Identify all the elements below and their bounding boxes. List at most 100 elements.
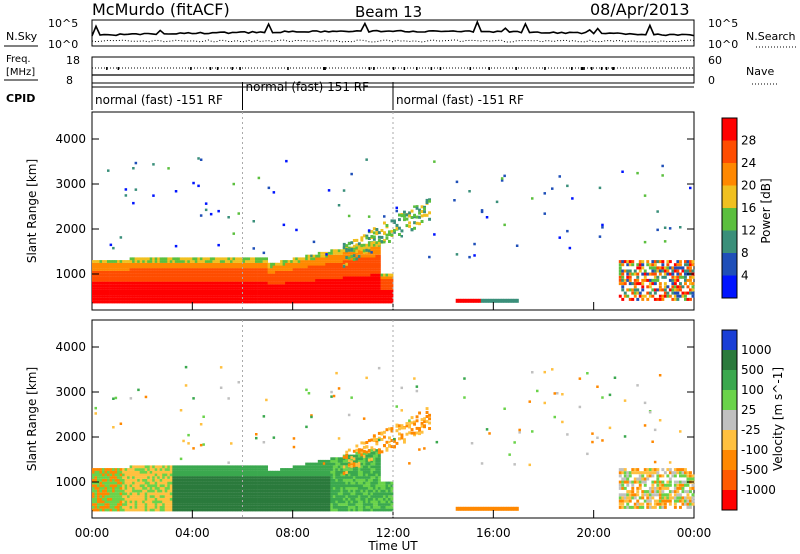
heatmap-cell [127, 473, 131, 477]
heatmap-cell [287, 473, 291, 477]
heatmap-cell [332, 473, 336, 477]
heatmap-cell [182, 284, 186, 288]
heatmap-cell [102, 478, 105, 482]
heatmap-cell [245, 270, 248, 274]
nave-dot [106, 67, 108, 70]
heatmap-cell [689, 275, 692, 279]
heatmap-cell [367, 481, 371, 485]
heatmap-cell [99, 492, 103, 496]
heatmap-cell [385, 273, 389, 277]
heatmap-cell [277, 278, 281, 282]
heatmap-cell [260, 289, 264, 293]
freq-label-1: Freq. [6, 54, 31, 65]
heatmap-cell [109, 281, 113, 285]
heatmap-cell [300, 497, 304, 501]
heatmap-cell [362, 486, 366, 490]
heatmap-cell [325, 470, 329, 474]
heatmap-cell [377, 473, 381, 477]
heatmap-cell [129, 478, 133, 482]
heatmap-cell [182, 289, 186, 293]
heatmap-cell [367, 241, 371, 244]
heatmap-cell [157, 503, 161, 506]
heatmap-cell [152, 486, 156, 490]
heatmap-cell [202, 470, 206, 474]
heatmap-cell [214, 295, 218, 298]
heatmap-cell [192, 281, 196, 285]
heatmap-cell [342, 264, 346, 268]
heatmap-cell [232, 284, 236, 288]
heatmap-cell [222, 473, 226, 477]
heatmap-cell [285, 492, 289, 496]
heatmap-cell [385, 505, 389, 509]
heatmap-cell [305, 287, 309, 290]
heatmap-cell [97, 473, 100, 477]
heatmap-cell [320, 508, 324, 512]
heatmap-cell [172, 257, 176, 261]
heatmap-cell [327, 476, 331, 479]
heatmap-cell [365, 284, 369, 288]
heatmap-cell [315, 270, 319, 274]
heatmap-cell [270, 273, 274, 277]
colorbar-frame [721, 117, 738, 299]
heatmap-cell [330, 289, 334, 293]
heatmap-cell [355, 251, 359, 255]
heatmap-cell [372, 434, 376, 438]
heatmap-cell [224, 284, 228, 288]
heatmap-cell [164, 503, 168, 506]
heatmap-cell [227, 500, 231, 504]
heatmap-cell [260, 295, 264, 298]
heatmap-cell [235, 284, 238, 288]
heatmap-cell [92, 289, 95, 293]
heatmap-cell [287, 481, 291, 485]
heatmap-cell [290, 297, 294, 301]
heatmap-cell [691, 294, 695, 298]
heatmap-cell [332, 457, 336, 461]
heatmap-cell [315, 492, 319, 496]
heatmap-cell [636, 275, 640, 279]
heatmap-cell [380, 289, 384, 293]
heatmap-cell [651, 266, 655, 270]
heatmap-cell [172, 473, 176, 477]
heatmap-cell [232, 473, 236, 477]
heatmap-cell [162, 257, 166, 261]
heatmap-cell [280, 276, 284, 280]
heatmap-cell [97, 276, 100, 280]
heatmap-cell [265, 268, 269, 271]
heatmap-cell [109, 300, 113, 304]
heatmap-cell [187, 287, 191, 290]
heatmap-cell [312, 476, 316, 479]
heatmap-cell [217, 284, 221, 288]
heatmap-cell [410, 216, 414, 219]
heatmap-cell [327, 484, 331, 488]
heatmap-cell [350, 484, 354, 488]
heatmap-cell [267, 503, 271, 506]
heatmap-cell [383, 273, 386, 277]
heatmap-cell [357, 492, 361, 496]
heatmap-cell [169, 284, 173, 288]
heatmap-cell [347, 292, 351, 296]
heatmap-cell [112, 476, 116, 479]
heatmap-cell [277, 262, 281, 266]
heatmap-cell [114, 476, 118, 479]
heatmap-cell [342, 268, 346, 271]
heatmap-cell [280, 300, 284, 304]
heatmap-cell [184, 481, 188, 485]
heatmap-cell [122, 470, 126, 474]
heatmap-cell [571, 197, 574, 200]
heatmap-cell [122, 287, 126, 290]
heatmap-cell [104, 505, 108, 509]
heatmap-cell [377, 470, 381, 474]
heatmap-cell [262, 505, 266, 509]
heatmap-cell [568, 246, 572, 250]
heatmap-cell [515, 298, 519, 303]
heatmap-cell [194, 297, 198, 301]
heatmap-cell [643, 278, 647, 282]
heatmap-cell [164, 287, 168, 290]
heatmap-cell [152, 295, 156, 298]
heatmap-cell [222, 284, 226, 288]
heatmap-cell [107, 295, 110, 298]
heatmap-cell [112, 470, 116, 474]
heatmap-cell [177, 503, 181, 506]
heatmap-cell [159, 284, 163, 288]
heatmap-cell [362, 497, 366, 501]
